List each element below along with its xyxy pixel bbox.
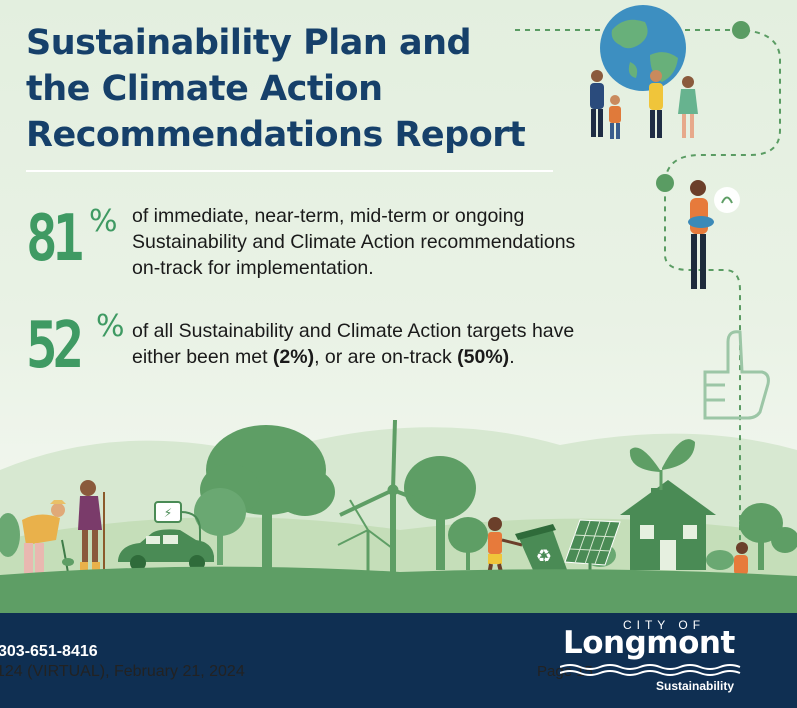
stat-text: either been met (132, 346, 273, 368)
stat-text: , or are on-track (314, 346, 458, 368)
logo-waves-icon (560, 664, 741, 676)
title-line-2: the Climate Action (26, 69, 383, 109)
people-group-icon (590, 70, 698, 139)
house-icon (620, 480, 716, 570)
phone-number: 303-651-8416 (0, 643, 98, 660)
footer-bar: 303-651-8416 124 (VIRTUAL), February 21,… (0, 613, 797, 708)
dashed-path (515, 29, 781, 560)
lightbulb-icon (714, 187, 740, 213)
svg-text:♻: ♻ (536, 546, 552, 567)
gardener-man (22, 500, 74, 591)
globe-icon (600, 5, 686, 91)
thumbs-up-icon (703, 330, 770, 420)
logo-sustainability: Sustainability (656, 679, 735, 693)
tree-mid (404, 456, 488, 570)
on-track-value: (50%) (457, 346, 510, 368)
wind-turbine-icon (337, 419, 446, 575)
charging-station-icon: ⚡ (154, 501, 201, 548)
stat-line: of all Sustainability and Climate Action… (132, 320, 575, 342)
sprout-icon (629, 439, 695, 490)
lightbulb-person (688, 180, 714, 289)
stat-line: Sustainability and Climate Action recomm… (132, 231, 576, 253)
meeting-info: 124 (VIRTUAL), February 21, 2024 (0, 663, 245, 680)
stat-targets: 52 % of all Sustainability and Climate A… (26, 309, 686, 384)
scenery: ⚡ (0, 5, 797, 613)
stat-number: 81 (26, 202, 84, 276)
stat-description: of immediate, near-term, mid-term or ong… (132, 203, 672, 281)
title-divider (26, 170, 553, 172)
stat-description: of all Sustainability and Climate Action… (132, 318, 672, 370)
tree-small-left (194, 488, 246, 565)
title-line-3: Recommendations Report (26, 115, 526, 155)
stat-number: 52 (26, 309, 84, 383)
stat-line: either been met (2%), or are on-track (5… (132, 344, 672, 370)
met-value: (2%) (272, 346, 315, 368)
title-line-1: Sustainability Plan and (26, 23, 472, 63)
stat-line: of immediate, near-term, mid-term or ong… (132, 205, 525, 227)
stat-text: . (509, 346, 515, 368)
page-title: Sustainability Plan and the Climate Acti… (26, 20, 566, 158)
svg-text:⚡: ⚡ (164, 506, 172, 520)
logo-city-of: CITY OF (622, 618, 706, 632)
stat-line: on-track for implementation. (132, 257, 374, 279)
logo-longmont: Longmont (563, 625, 735, 661)
stat-percent-sign: % (96, 309, 125, 344)
stat-percent-sign: % (89, 204, 118, 239)
ground (0, 566, 797, 613)
solar-panel-icon (564, 519, 621, 578)
tree-right (739, 503, 797, 570)
stat-recommendations: 81 % of immediate, near-term, mid-term o… (26, 203, 686, 283)
